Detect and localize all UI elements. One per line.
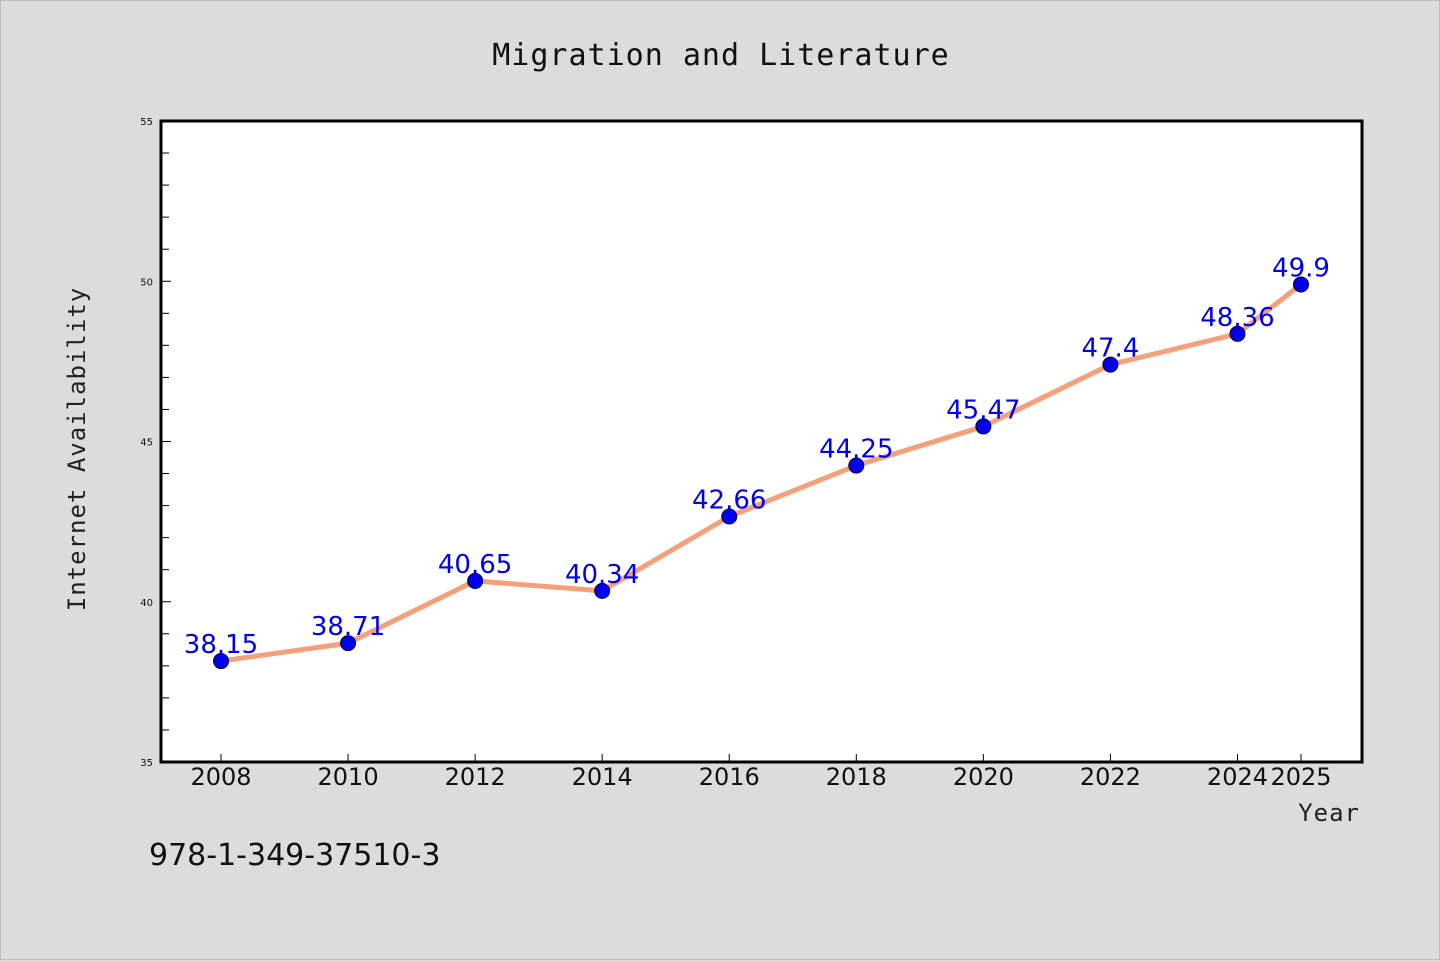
x-tick-label: 2014 xyxy=(572,763,633,791)
data-label: 48.36 xyxy=(1200,303,1274,333)
x-tick-label: 2008 xyxy=(190,763,251,791)
x-tick-label: 2024 xyxy=(1207,763,1268,791)
data-point-marker xyxy=(594,582,611,599)
data-point-marker xyxy=(1293,276,1309,293)
x-axis: 2008 2010 2012 2014 2016 2018 2020 2022 2024 2025 xyxy=(190,754,1332,791)
data-label: 45.47 xyxy=(946,395,1020,425)
data-point-marker xyxy=(213,653,229,670)
x-tick-label: 2022 xyxy=(1080,763,1141,791)
chart-title: Migration and Literature xyxy=(492,38,949,73)
series-markers xyxy=(213,276,1309,670)
y-axis-label: Internet Availability xyxy=(63,287,91,611)
data-label: 38.15 xyxy=(184,630,258,660)
y-axis: 35 40 45 50 55 xyxy=(140,117,171,769)
x-tick-label: 2012 xyxy=(445,763,506,791)
x-axis-label: Year xyxy=(1298,799,1360,827)
y-tick-label: 50 xyxy=(140,277,153,288)
x-tick-label: 2018 xyxy=(826,763,887,791)
y-tick-label: 40 xyxy=(140,598,153,609)
data-point-marker xyxy=(340,635,357,652)
data-point-marker xyxy=(1229,325,1246,342)
y-tick-label: 45 xyxy=(140,438,153,449)
data-point-marker xyxy=(467,572,484,589)
data-label: 40.65 xyxy=(438,550,512,580)
y-tick-label: 35 xyxy=(140,758,153,769)
data-point-marker xyxy=(975,418,992,435)
data-label: 38.71 xyxy=(311,612,385,642)
data-point-marker xyxy=(1102,356,1119,373)
data-label: 44.25 xyxy=(819,435,893,465)
series-line xyxy=(218,281,1304,664)
data-label: 40.34 xyxy=(565,560,639,590)
footnote-code: 978-1-349-37510-3 xyxy=(149,838,440,873)
x-tick-label: 2016 xyxy=(699,763,760,791)
data-point-marker xyxy=(848,457,865,474)
plot-area xyxy=(159,119,1364,764)
x-tick-label: 2010 xyxy=(318,763,379,791)
data-label: 49.9 xyxy=(1272,253,1330,283)
data-label: 47.4 xyxy=(1081,334,1139,364)
data-label: 42.66 xyxy=(692,485,766,515)
data-point-marker xyxy=(721,508,738,525)
y-tick-label: 55 xyxy=(140,117,153,128)
data-labels: 38.15 38.71 40.65 40.34 42.66 44.25 45.47 47.4 4… xyxy=(184,253,1330,660)
x-tick-label: 2025 xyxy=(1270,763,1331,791)
x-tick-label: 2020 xyxy=(953,763,1014,791)
